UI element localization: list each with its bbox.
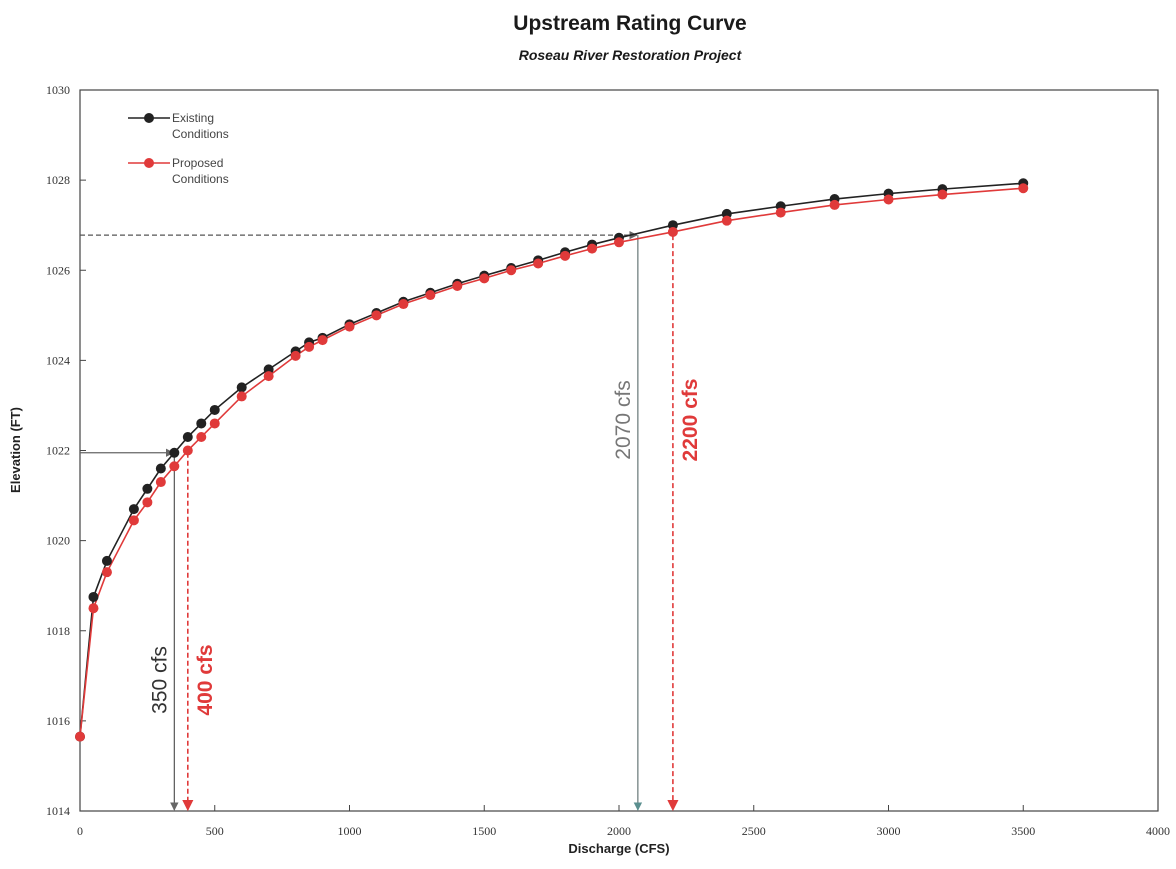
- y-tick-label: 1030: [46, 83, 70, 97]
- x-tick-label: 1500: [472, 824, 496, 838]
- y-tick-label: 1028: [46, 173, 70, 187]
- annotation-layer: 350 cfs 400 cfs 2070 cfs 2200 cfs: [80, 230, 702, 812]
- chart-title: Upstream Rating Curve: [513, 12, 746, 35]
- y-tick-label: 1024: [46, 353, 70, 367]
- data-point-proposed: [371, 310, 382, 321]
- legend-label-existing: Existing Conditions: [172, 111, 229, 141]
- data-point-proposed: [236, 391, 247, 402]
- data-point-proposed: [263, 371, 274, 382]
- data-point-existing: [236, 382, 247, 393]
- data-point-proposed: [614, 237, 624, 248]
- series-layer: [75, 178, 1029, 742]
- discharge-annotation-label: 2070 cfs: [612, 380, 635, 459]
- legend-entry-proposed: Proposed Conditions: [128, 156, 229, 186]
- data-point-proposed: [88, 603, 99, 614]
- data-point-proposed: [883, 194, 894, 205]
- series-line-existing: [79, 182, 1024, 737]
- x-tick-label: 1000: [338, 824, 362, 838]
- y-tick-label: 1026: [46, 263, 70, 277]
- x-tick-label: 3000: [877, 824, 901, 838]
- data-point-proposed: [169, 461, 180, 472]
- x-axis-label: Discharge (CFS): [568, 841, 669, 856]
- data-point-existing: [101, 555, 112, 566]
- legend-swatch-existing-marker: [144, 113, 154, 123]
- data-point-existing: [169, 447, 180, 458]
- y-axis: 1014 1016 1018 1020 1022 1024 1026 1028 1030: [46, 83, 86, 818]
- data-point-proposed: [398, 299, 409, 310]
- legend-label-proposed: Proposed Conditions: [172, 156, 229, 186]
- data-point-proposed: [290, 350, 301, 361]
- x-tick-label: 3500: [1011, 824, 1035, 838]
- x-tick-label: 4000: [1146, 824, 1170, 838]
- legend: Existing Conditions Proposed Conditions: [128, 111, 229, 186]
- data-point-proposed: [128, 515, 139, 526]
- data-point-proposed: [587, 243, 598, 254]
- data-point-proposed: [506, 265, 517, 276]
- x-tick-label: 500: [206, 824, 224, 838]
- data-point-proposed: [721, 215, 732, 226]
- data-point-proposed: [667, 226, 678, 237]
- data-point-proposed: [775, 207, 786, 218]
- data-point-proposed: [479, 273, 490, 284]
- discharge-annotation-label: 400 cfs: [194, 644, 217, 715]
- data-point-proposed: [560, 250, 571, 261]
- data-point-existing: [182, 431, 193, 442]
- data-point-proposed: [304, 341, 315, 352]
- y-tick-label: 1016: [46, 714, 70, 728]
- data-point-proposed: [209, 418, 220, 429]
- discharge-annotation-label: 350 cfs: [148, 646, 171, 714]
- x-tick-label: 0: [77, 824, 83, 838]
- y-tick-label: 1014: [46, 804, 70, 818]
- data-point-proposed: [142, 497, 153, 508]
- data-point-existing: [128, 504, 139, 515]
- data-point-existing: [196, 418, 207, 429]
- data-point-proposed: [344, 321, 355, 332]
- data-point-proposed: [155, 477, 166, 488]
- y-tick-label: 1020: [46, 534, 70, 548]
- data-point-proposed: [317, 335, 328, 346]
- legend-swatch-proposed-marker: [144, 158, 154, 168]
- data-point-proposed: [196, 431, 207, 442]
- data-point-proposed: [425, 290, 436, 301]
- y-tick-label: 1022: [46, 444, 70, 458]
- data-point-proposed: [452, 281, 463, 292]
- y-tick-label: 1018: [46, 624, 70, 638]
- data-point-proposed: [1018, 183, 1029, 194]
- data-point-proposed: [533, 258, 544, 269]
- data-point-proposed: [182, 445, 193, 456]
- chart-subtitle: Roseau River Restoration Project: [519, 47, 743, 63]
- data-point-proposed: [75, 731, 85, 742]
- legend-entry-existing: Existing Conditions: [128, 111, 229, 141]
- x-axis: 0 500 1000 1500 2000 2500 3000 3500 4000: [77, 805, 1170, 838]
- x-tick-label: 2500: [742, 824, 766, 838]
- data-point-existing: [155, 463, 166, 474]
- x-tick-label: 2000: [607, 824, 631, 838]
- data-point-proposed: [829, 199, 840, 210]
- y-axis-label: Elevation (FT): [8, 407, 23, 493]
- data-point-proposed: [101, 567, 112, 578]
- discharge-annotation-label: 2200 cfs: [679, 379, 702, 462]
- data-point-existing: [88, 591, 99, 602]
- data-point-existing: [142, 483, 153, 494]
- series-line-proposed: [79, 187, 1024, 737]
- data-point-existing: [209, 404, 220, 415]
- data-point-proposed: [937, 189, 948, 200]
